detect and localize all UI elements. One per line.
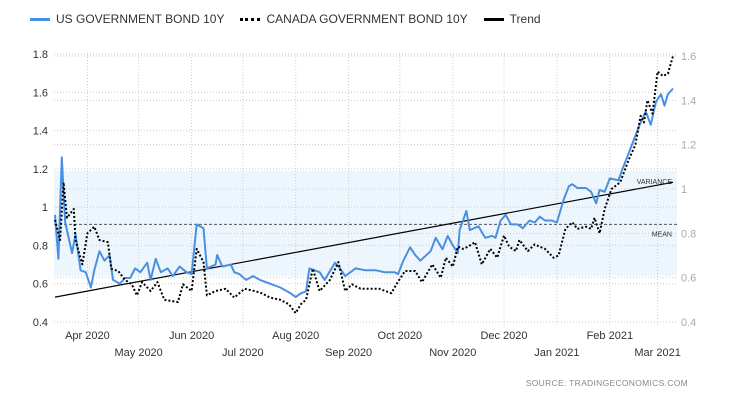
y-right-tick-label: 1.6 (681, 51, 696, 63)
y-left-tick-label: 1.2 (33, 164, 48, 176)
y-left-tick-label: 1.8 (33, 49, 48, 61)
y-left-tick-label: 1.4 (33, 126, 48, 138)
mean-label: MEAN (652, 231, 672, 238)
x-tick-label: Jan 2021 (534, 347, 579, 359)
y-right-tick-label: 1.2 (681, 140, 696, 152)
trend-line (54, 181, 674, 298)
x-tick-label: Sep 2020 (325, 347, 372, 359)
y-right-tick-label: 0.6 (681, 273, 696, 285)
x-tick-label: Nov 2020 (429, 347, 476, 359)
legend-item-trend[interactable]: Trend (483, 12, 541, 26)
legend-swatch-trend (483, 17, 504, 21)
legend: US GOVERNMENT BOND 10Y CANADA GOVERNMENT… (30, 12, 541, 26)
legend-label-trend: Trend (509, 12, 541, 26)
y-left-tick-label: 1.6 (33, 87, 48, 99)
y-right-tick-label: 0.4 (681, 317, 696, 329)
legend-swatch-canada (240, 17, 261, 21)
legend-swatch-us (30, 17, 50, 21)
x-tick-label: Jun 2020 (169, 330, 214, 342)
source-label: SOURCE: TRADINGECONOMICS.COM (525, 378, 688, 388)
variance-label: VARIANCE (637, 179, 673, 186)
x-tick-label: Apr 2020 (65, 330, 110, 342)
y-right-tick-label: 0.8 (681, 228, 696, 240)
x-tick-label: Aug 2020 (272, 330, 319, 342)
x-tick-label: Oct 2020 (378, 330, 423, 342)
y-left-tick-label: 1 (42, 202, 48, 214)
x-tick-label: Jul 2020 (222, 347, 264, 359)
x-tick-label: May 2020 (114, 347, 162, 359)
legend-label-canada: CANADA GOVERNMENT BOND 10Y (266, 12, 468, 26)
y-right-tick-label: 1.4 (681, 95, 696, 107)
legend-item-canada[interactable]: CANADA GOVERNMENT BOND 10Y (240, 12, 468, 26)
y-left-tick-label: 0.4 (33, 317, 48, 329)
y-right-tick-label: 1 (681, 184, 687, 196)
series-canada-line (54, 55, 674, 315)
legend-label-us: US GOVERNMENT BOND 10Y (56, 12, 225, 26)
x-tick-label: Mar 2021 (634, 347, 680, 359)
variance-band (54, 170, 677, 277)
y-left-tick-label: 0.6 (33, 279, 48, 291)
series-us-line (54, 87, 674, 299)
x-tick-label: Dec 2020 (480, 330, 527, 342)
y-left-tick-label: 0.8 (33, 240, 48, 252)
x-tick-label: Feb 2021 (587, 330, 633, 342)
legend-item-us[interactable]: US GOVERNMENT BOND 10Y (30, 12, 224, 26)
